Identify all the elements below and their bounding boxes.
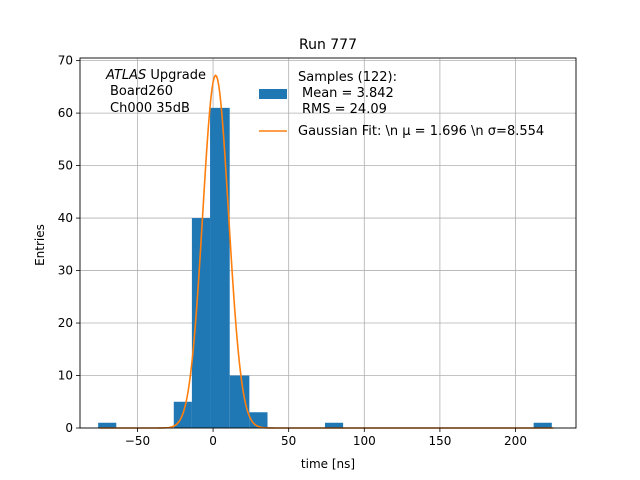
y-tick-label: 60	[58, 106, 73, 120]
svg-text:ATLAS Upgrade: ATLAS Upgrade	[105, 68, 206, 83]
y-tick-label: 10	[58, 369, 73, 383]
legend-histogram-swatch	[259, 89, 287, 99]
y-tick-label: 0	[65, 421, 73, 435]
x-axis-label: time [ns]	[301, 457, 355, 471]
y-tick-label: 30	[58, 264, 73, 278]
y-tick-label: 50	[58, 159, 73, 173]
atlas-annotation: ATLAS Upgrade Board260 Ch000 35dB	[105, 68, 206, 116]
y-tick-label: 70	[58, 54, 73, 68]
annotation-channel: Ch000 35dB	[110, 101, 190, 116]
annotation-board: Board260	[110, 84, 173, 99]
x-tick-label: 100	[353, 434, 376, 448]
histogram-bar	[98, 422, 117, 428]
y-tick-label: 40	[58, 211, 73, 225]
x-tick-label: 0	[209, 434, 217, 448]
legend-histogram-label-line2: Mean = 3.842	[302, 86, 394, 101]
legend-histogram-label-line1: Samples (122):	[298, 70, 397, 85]
x-tick-label: 50	[281, 434, 296, 448]
histogram-bar	[533, 422, 552, 428]
axes-frame	[79, 57, 577, 429]
x-tick-label: −50	[125, 434, 150, 448]
chart-title: Run 777	[299, 37, 357, 53]
x-tick-label: 150	[428, 434, 451, 448]
annotation-upgrade: Upgrade	[146, 68, 206, 83]
grid-lines	[80, 58, 576, 429]
annotation-atlas-italic: ATLAS	[105, 68, 146, 83]
x-tick-label: 200	[504, 434, 527, 448]
x-axis-ticks: −50 0 50 100 150 200	[125, 428, 527, 448]
histogram-bar	[191, 218, 211, 428]
histogram-bar	[229, 375, 250, 428]
histogram-bar	[210, 107, 230, 428]
y-axis-ticks: 0 10 20 30 40 50 60 70	[58, 54, 80, 435]
histogram-bar	[324, 422, 344, 428]
y-axis-label: Entries	[33, 224, 47, 266]
legend-histogram-label-line3: RMS = 24.09	[302, 102, 387, 117]
legend-fit-label: Gaussian Fit: \n μ = 1.696 \n σ=8.554	[298, 124, 544, 139]
y-tick-label: 20	[58, 316, 73, 330]
legend: Samples (122): Mean = 3.842 RMS = 24.09 …	[259, 70, 544, 139]
